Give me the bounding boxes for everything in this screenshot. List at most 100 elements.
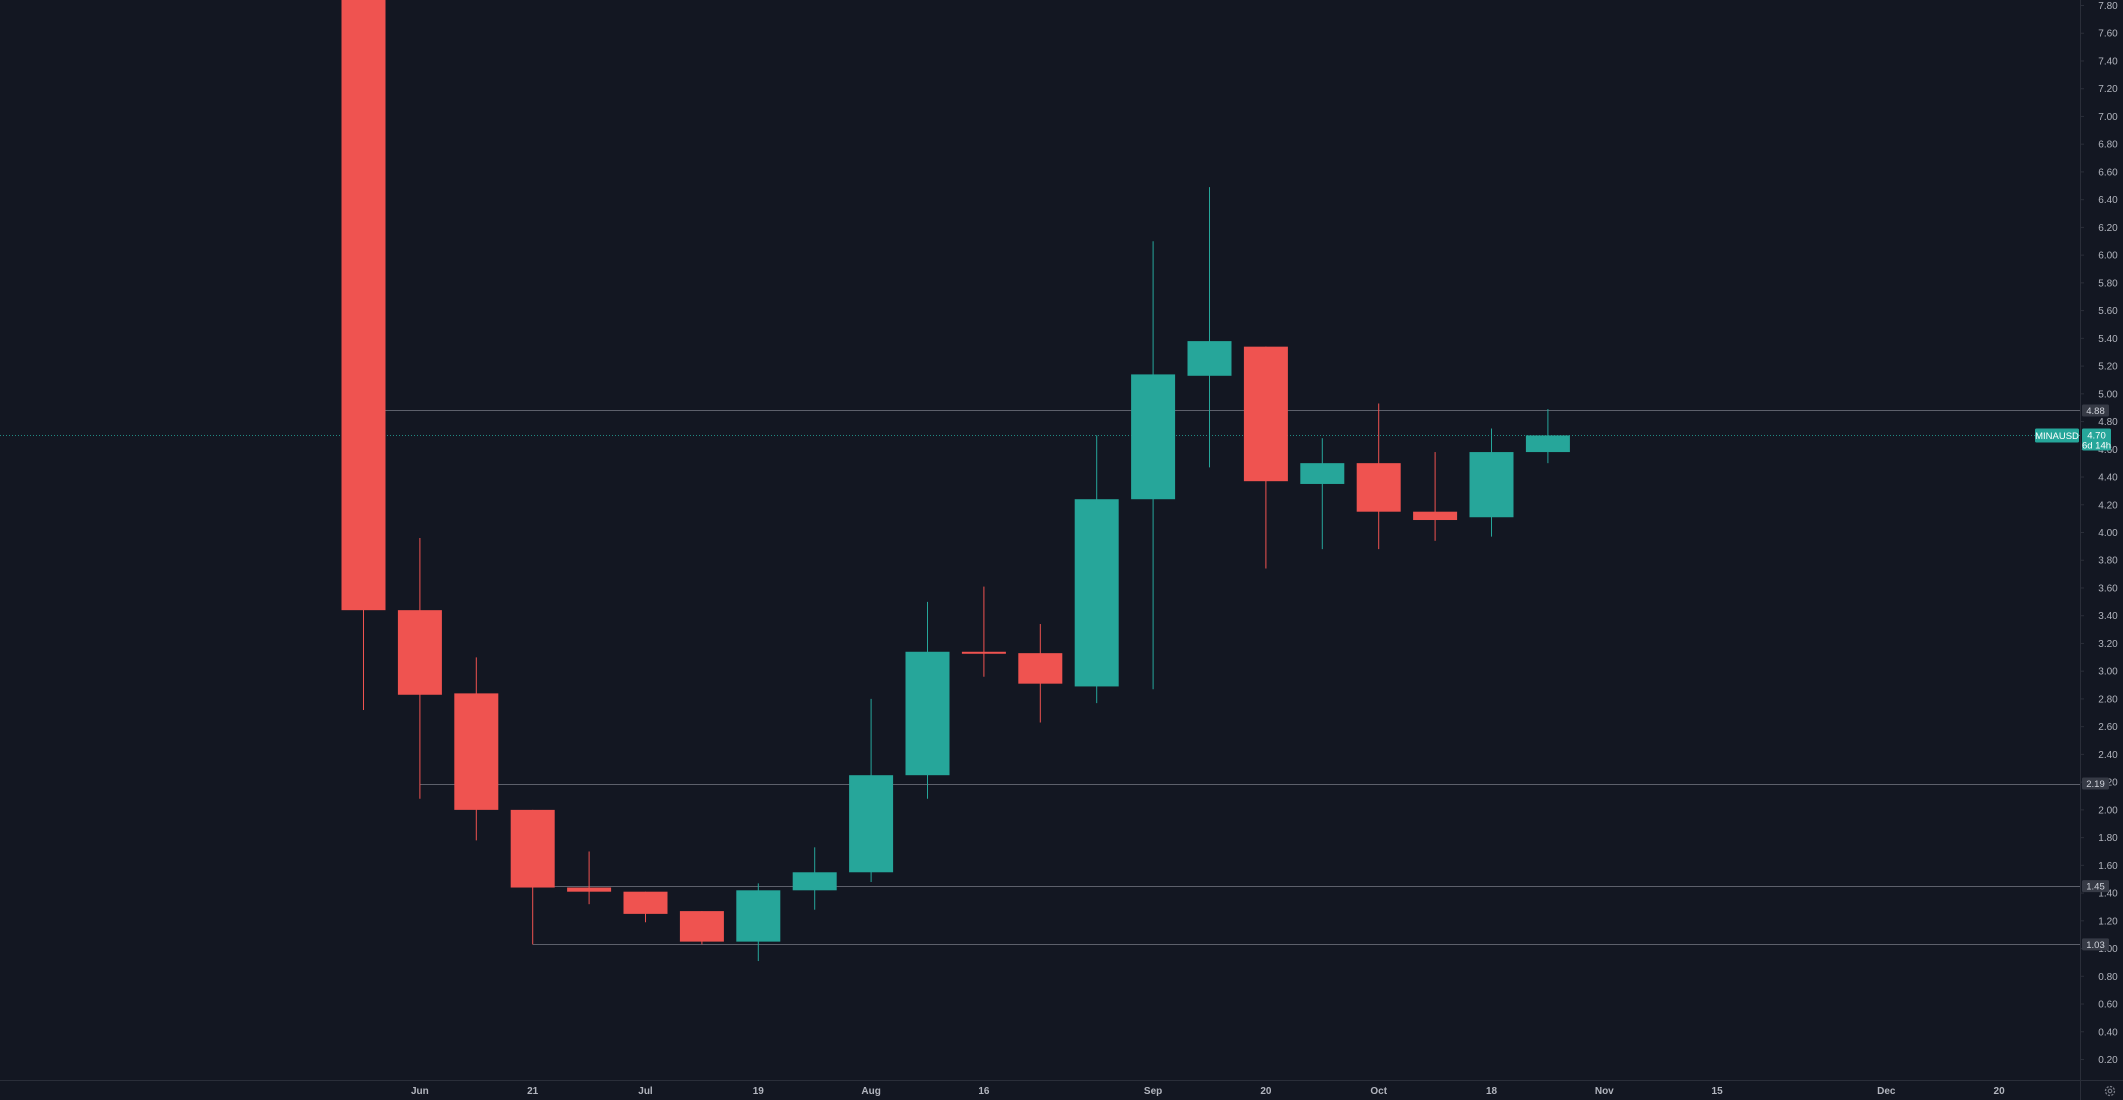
price-tick-label: 7.40 [2098, 56, 2118, 67]
candle[interactable] [397, 538, 442, 799]
price-tick-label: 0.40 [2098, 1027, 2118, 1038]
price-tick-label: 1.60 [2098, 861, 2118, 872]
time-tick-label: Jun [411, 1086, 429, 1097]
price-tick-label: 4.40 [2098, 473, 2118, 484]
time-tick-label: Oct [1370, 1086, 1387, 1097]
price-axis[interactable]: 0.200.400.600.801.001.201.401.601.802.00… [2080, 0, 2123, 1100]
badge-background [2082, 777, 2109, 790]
candle[interactable] [567, 851, 612, 905]
price-tick-label: 4.20 [2098, 500, 2118, 511]
candle[interactable] [1243, 346, 1288, 569]
candle[interactable] [1469, 428, 1514, 537]
price-tick-label: 5.60 [2098, 306, 2118, 317]
candle-body [1356, 463, 1401, 512]
price-tick-label: 4.00 [2098, 528, 2118, 539]
candle-body [849, 775, 894, 873]
candle[interactable] [341, 0, 386, 711]
last-price-badge-background [2082, 428, 2111, 451]
candles [341, 0, 1570, 962]
price-tick-label: 0.20 [2098, 1055, 2118, 1066]
badge-label: 4.88 [2086, 406, 2105, 417]
time-axis-background [0, 1080, 2080, 1100]
candle-body [397, 610, 442, 695]
candle-body [961, 651, 1006, 654]
candle-body [1074, 499, 1119, 687]
price-tick-label: 1.80 [2098, 833, 2118, 844]
time-tick-label: Dec [1877, 1086, 1896, 1097]
price-tick-label: 3.80 [2098, 556, 2118, 567]
price-tick-label: 3.20 [2098, 639, 2118, 650]
candle-body [736, 890, 781, 942]
candle[interactable] [905, 601, 950, 799]
candle[interactable] [1356, 403, 1401, 550]
price-tick-label: 1.20 [2098, 916, 2118, 927]
gear-icon[interactable] [2104, 1085, 2116, 1097]
price-tick-label: 7.00 [2098, 112, 2118, 123]
candle-body [567, 887, 612, 892]
last-price-label: 4.70 [2087, 431, 2106, 442]
price-tick-label: 6.80 [2098, 140, 2118, 151]
candle[interactable] [623, 891, 668, 923]
candle-body [1300, 463, 1345, 484]
badge-background [2082, 404, 2109, 417]
price-tick-label: 0.80 [2098, 972, 2118, 983]
price-tick-label: 5.80 [2098, 278, 2118, 289]
time-tick-label: 20 [1994, 1086, 2006, 1097]
candle[interactable] [1074, 435, 1119, 704]
candle[interactable] [1413, 452, 1458, 541]
price-tick-label: 2.00 [2098, 805, 2118, 816]
price-tick-label: 2.80 [2098, 694, 2118, 705]
price-tick-label: 6.20 [2098, 223, 2118, 234]
candle[interactable] [510, 809, 555, 945]
candle[interactable] [792, 847, 837, 910]
candle-body [905, 651, 950, 776]
price-tick-label: 3.00 [2098, 667, 2118, 678]
badge-label: 2.19 [2086, 779, 2105, 790]
price-tick-label: 7.80 [2098, 1, 2118, 12]
candle-body [792, 872, 837, 891]
time-tick-label: Jul [638, 1086, 653, 1097]
horizontal-levels [0, 410, 2080, 945]
candle-body [1018, 653, 1063, 684]
level-price-badge: 1.45 [2082, 880, 2109, 893]
symbol-tag: MINAUSD [2035, 428, 2079, 443]
badge-background [2082, 880, 2109, 893]
candle[interactable] [679, 911, 724, 945]
candle[interactable] [1300, 438, 1345, 550]
time-tick-label: 20 [1260, 1086, 1272, 1097]
gear-icon-inner [2107, 1088, 2113, 1094]
candle-body [454, 693, 499, 810]
candle[interactable] [454, 657, 499, 841]
candle[interactable] [1131, 241, 1176, 690]
price-tick-label: 0.60 [2098, 1000, 2118, 1011]
candle[interactable] [849, 698, 894, 882]
level-price-badge: 4.88 [2082, 404, 2109, 417]
price-tick-label: 6.00 [2098, 251, 2118, 262]
price-tick-label: 2.40 [2098, 750, 2118, 761]
time-tick-label: 15 [1712, 1086, 1724, 1097]
price-tick-label: 6.60 [2098, 167, 2118, 178]
candle[interactable] [1525, 409, 1570, 464]
time-tick-label: 21 [527, 1086, 539, 1097]
time-tick-label: Nov [1595, 1086, 1614, 1097]
price-tick-label: 7.20 [2098, 84, 2118, 95]
price-axis-background [2080, 0, 2123, 1100]
candle-body [1243, 346, 1288, 482]
candle-body [679, 911, 724, 942]
candle[interactable] [961, 586, 1006, 677]
candle[interactable] [1187, 187, 1232, 468]
time-tick-label: 18 [1486, 1086, 1498, 1097]
candle[interactable] [736, 883, 781, 962]
price-tick-label: 3.40 [2098, 611, 2118, 622]
symbol-tag-background [2035, 428, 2079, 443]
candle[interactable] [1018, 624, 1063, 723]
candle-body [1525, 435, 1570, 453]
price-tick-label: 6.40 [2098, 195, 2118, 206]
time-axis[interactable]: Jun 21 Jul 19 Aug 16 Sep 20 Oct 18 Nov 15 Dec 20 [0, 1080, 2123, 1100]
candle-body [510, 809, 555, 888]
price-tick-label: 1.40 [2098, 889, 2118, 900]
